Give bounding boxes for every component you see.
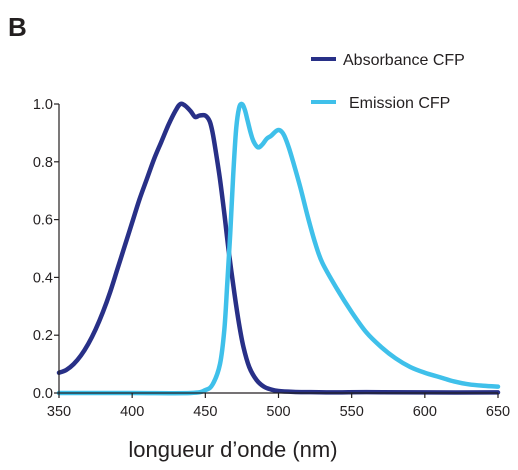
y-tick-label: 1.0 <box>33 97 53 113</box>
y-tick-label: 0.4 <box>33 270 53 286</box>
y-ticks: 0.0 0.2 0.4 0.6 0.8 1.0 <box>33 97 59 402</box>
x-tick-label: 400 <box>120 404 144 420</box>
series-line-absorbance <box>56 101 501 395</box>
legend[interactable]: Absorbance CFP Emission CFP <box>311 52 465 112</box>
x-tick-label: 350 <box>47 404 71 420</box>
x-tick-label: 550 <box>340 404 364 420</box>
y-tick-label: 0.2 <box>33 328 53 344</box>
series-layer <box>56 101 501 396</box>
y-tick-label: 0.0 <box>33 386 53 402</box>
panel-letter: B <box>8 12 27 42</box>
y-tick-label: 0.6 <box>33 213 53 229</box>
x-tick-label: 650 <box>486 404 510 420</box>
series-line-emission <box>56 101 501 396</box>
x-tick-label: 600 <box>413 404 437 420</box>
legend-label-emission: Emission CFP <box>349 95 450 112</box>
x-axis-title: longueur d’onde (nm) <box>128 437 337 462</box>
x-tick-label: 500 <box>266 404 290 420</box>
legend-item-emission[interactable]: Emission CFP <box>311 95 450 112</box>
legend-label-absorbance: Absorbance CFP <box>343 52 465 69</box>
legend-item-absorbance[interactable]: Absorbance CFP <box>311 52 465 69</box>
y-tick-label: 0.8 <box>33 155 53 171</box>
x-tick-label: 450 <box>193 404 217 420</box>
x-ticks: 350 400 450 500 550 600 650 <box>47 393 510 420</box>
